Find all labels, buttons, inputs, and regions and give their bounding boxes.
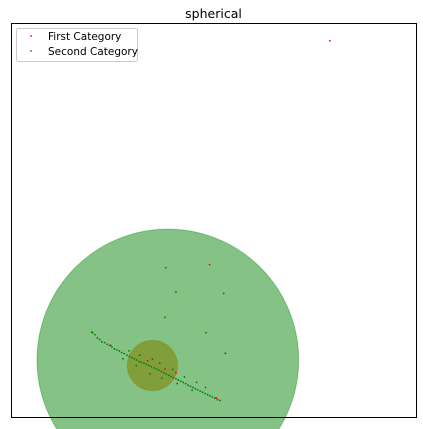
legend-box [16,28,138,62]
second-category-point-61 [158,362,161,365]
second-category-point-28 [147,364,150,367]
legend: First Category Second Category [16,28,138,62]
second-category-point-37 [170,375,172,378]
second-category-point-36 [167,374,170,377]
second-category-point-12 [108,344,111,347]
second-category-point-67 [176,382,179,385]
second-category-point-26 [143,362,145,365]
second-category-point-43 [184,382,187,385]
first-category-point-4 [222,292,225,295]
second-category-point-59 [138,354,141,357]
second-category-point-14 [113,348,116,350]
second-category-point-10 [103,341,106,344]
second-category-point-24 [138,360,140,363]
second-category-point-56 [216,398,219,401]
second-category-point-42 [182,381,185,384]
second-category-point-1 [175,291,177,294]
second-category-point-65 [149,372,151,375]
first-category-point-10 [164,368,166,370]
second-category-point-27 [145,363,148,366]
second-category-point-57 [219,399,221,402]
second-category-point-15 [115,348,118,351]
second-category-point-69 [135,364,138,367]
second-category-point-66 [160,377,163,379]
second-category-point-44 [187,384,189,387]
chart-title: spherical [185,6,242,21]
second-category-point-53 [209,394,211,397]
second-category-point-47 [194,387,197,390]
first-category-point-11 [175,371,177,374]
second-category-point-5 [91,331,94,334]
component-ellipse-2 [126,339,179,392]
second-category-point-52 [206,393,209,396]
second-category-point-17 [120,351,123,354]
second-category-point-39 [175,377,177,380]
second-category-point-70 [121,357,124,360]
second-category-point-9 [100,340,103,343]
first-category-point-3 [208,263,211,266]
second-category-point-3 [205,331,207,334]
second-category-point-68 [191,389,194,392]
second-category-point-19 [126,354,128,357]
first-category-point-13 [215,397,218,400]
second-category-point-25 [140,361,143,364]
second-category-point-21 [130,356,133,359]
second-category-point-7 [96,337,99,339]
second-category-point-23 [135,359,138,361]
second-category-point-50 [201,391,204,394]
first-category-point-9 [146,359,149,362]
second-category-point-60 [151,358,154,361]
second-category-point-31 [155,368,158,370]
second-category-point-45 [189,385,192,388]
second-category-point-16 [118,350,121,352]
first-category-point-1 [328,39,331,42]
second-category-point-33 [160,370,163,373]
second-category-point-6 [94,333,96,336]
legend-label-first-category: First Category [48,31,121,43]
second-category-point-40 [177,379,180,381]
second-category-point-58 [128,350,130,352]
legend-marker-first-category [30,35,32,37]
second-category-point-41 [179,380,182,383]
second-category-point-38 [172,376,175,379]
second-category-point-51 [204,392,206,395]
component-ellipse-1 [36,228,300,429]
legend-marker-second-category [30,50,32,52]
second-category-point-2 [164,316,166,319]
second-category-point-30 [153,366,155,369]
second-category-point-35 [165,373,168,376]
second-category-point-54 [211,396,214,398]
axes-frame [11,23,417,418]
second-category-point-63 [183,376,186,378]
plot-area [36,39,331,429]
second-category-point-34 [162,371,165,374]
second-category-point-22 [133,357,136,360]
second-category-point-48 [196,389,199,391]
second-category-point-32 [158,369,160,372]
second-category-point-49 [199,390,202,393]
second-category-point-20 [128,355,131,358]
first-category-point-12 [204,386,207,389]
second-category-point-46 [192,386,194,389]
first-category-point-2 [164,266,167,269]
second-category-point-64 [195,381,198,384]
legend-label-second-category: Second Category [48,46,138,58]
second-category-point-18 [123,352,125,355]
second-category-point-29 [150,365,153,368]
second-category-point-13 [111,346,113,348]
second-category-point-8 [98,338,101,341]
second-category-point-4 [224,352,227,355]
second-category-point-62 [171,368,174,371]
second-category-point-55 [213,397,216,400]
second-category-point-11 [106,343,108,346]
